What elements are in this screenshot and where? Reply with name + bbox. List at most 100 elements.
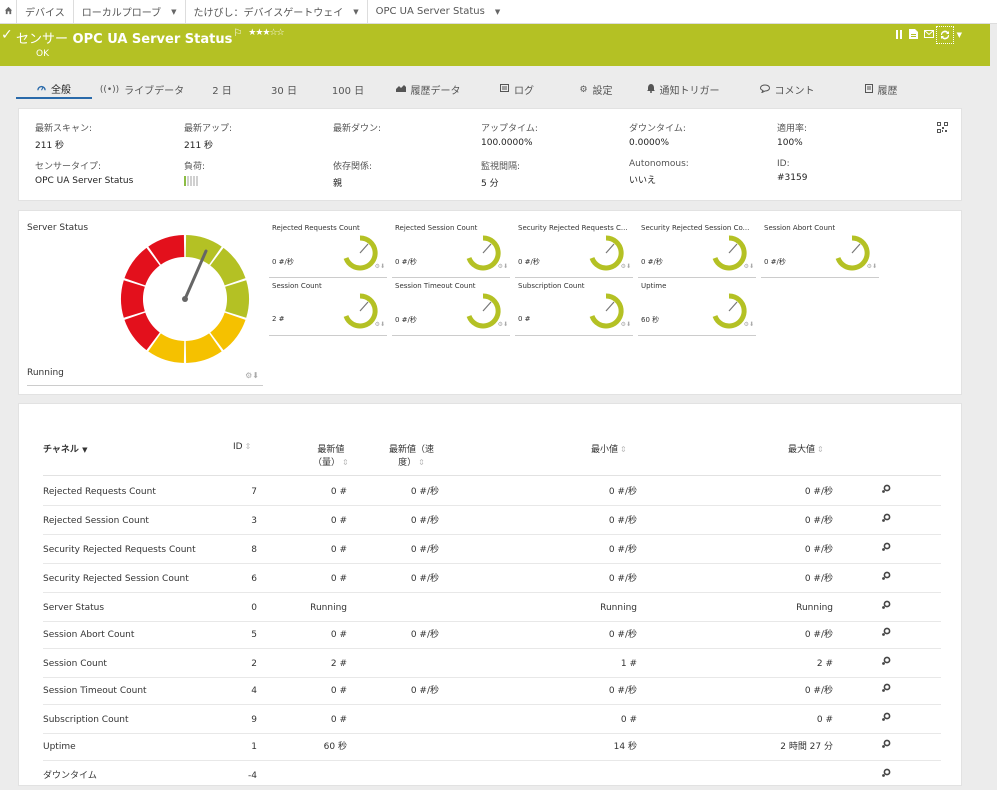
qr-code-icon[interactable] xyxy=(937,122,948,133)
gauge-segment xyxy=(148,333,185,363)
mini-gauge[interactable]: Security Rejected Session Co... 0 #/秒 ⚙⬇ xyxy=(638,221,756,278)
sort-icon: ⇕ xyxy=(817,445,824,454)
cell-channel[interactable]: Security Rejected Requests Count xyxy=(43,545,196,555)
info-value[interactable]: 親 xyxy=(333,179,343,189)
cell-channel[interactable]: Server Status xyxy=(43,603,105,613)
gauge-options-icon[interactable]: ⚙⬇ xyxy=(497,263,508,270)
cell-channel[interactable]: Session Timeout Count xyxy=(43,686,147,696)
col-header-channel[interactable]: チャネル ▼ xyxy=(43,442,87,455)
mini-gauge[interactable]: Session Timeout Count 0 #/秒 ⚙⬇ xyxy=(392,279,510,336)
cell-channel[interactable]: Security Rejected Session Count xyxy=(43,574,189,584)
channel-settings-icon[interactable] xyxy=(881,478,891,506)
cell-channel[interactable]: Subscription Count xyxy=(43,715,129,725)
cell-channel[interactable]: Session Abort Count xyxy=(43,630,135,640)
gauge-options-icon[interactable]: ⚙⬇ xyxy=(497,321,508,328)
channel-settings-icon[interactable] xyxy=(881,762,891,790)
cell-min: 0 #/秒 xyxy=(608,487,637,497)
breadcrumb-probe[interactable]: ローカルプローブ ▼ xyxy=(72,0,185,24)
table-row[interactable]: Security Rejected Session Count 6 0 # 0 #/秒… xyxy=(43,565,941,593)
table-row[interactable]: Server Status 0 Running Running Running xyxy=(43,594,941,622)
tab-history[interactable]: 履歴 xyxy=(842,80,920,99)
tab-notification-triggers[interactable]: 通知トリガー xyxy=(634,80,732,99)
refresh-button[interactable] xyxy=(936,26,954,44)
channel-settings-icon[interactable] xyxy=(881,650,891,678)
info-label: 最新ダウン: xyxy=(333,124,382,134)
info-label: ダウンタイム: xyxy=(629,124,686,134)
tab-100-days[interactable]: 100 日 xyxy=(316,80,380,99)
tab-log[interactable]: ログ xyxy=(476,80,558,99)
mini-gauge[interactable]: Rejected Requests Count 0 #/秒 ⚙⬇ xyxy=(269,221,387,278)
tab-settings[interactable]: ⚙ 設定 xyxy=(558,80,634,99)
table-row[interactable]: ダウンタイム -4 xyxy=(43,762,941,790)
table-row[interactable]: Session Abort Count 5 0 # 0 #/秒 0 #/秒 0 #/秒 xyxy=(43,621,941,649)
tab-2-days[interactable]: 2 日 xyxy=(192,80,252,99)
tab-comments[interactable]: コメント xyxy=(732,80,842,99)
gauge-options-icon[interactable]: ⚙⬇ xyxy=(866,263,877,270)
col-header-min[interactable]: 最小値 ⇕ xyxy=(591,442,627,455)
cell-max: 2 時間 27 分 xyxy=(780,742,833,752)
cell-channel[interactable]: Rejected Session Count xyxy=(43,516,149,526)
table-row[interactable]: Security Rejected Requests Count 8 0 # 0 #/… xyxy=(43,536,941,564)
col-header-last-value-line2: （量） xyxy=(313,458,341,468)
server-status-gauge[interactable] xyxy=(119,233,251,365)
channel-settings-icon[interactable] xyxy=(881,507,891,535)
breadcrumb-sensor[interactable]: OPC UA Server Status ▼ xyxy=(366,0,509,24)
breadcrumb-device[interactable]: たけびし：デバイスゲートウェイ ▼ xyxy=(184,0,367,24)
priority-stars[interactable]: ★★★☆☆ xyxy=(248,28,284,38)
cell-channel[interactable]: Session Count xyxy=(43,659,107,669)
table-row[interactable]: Rejected Session Count 3 0 # 0 #/秒 0 #/秒 0 #/… xyxy=(43,507,941,535)
tab-historic-data[interactable]: 履歴データ xyxy=(380,80,476,99)
channel-settings-icon[interactable] xyxy=(881,733,891,761)
gauge-options-icon[interactable]: ⚙⬇ xyxy=(620,321,631,328)
col-header-last-value[interactable]: 最新値 （量） ⇕ xyxy=(313,442,349,468)
mini-gauge-title: Session Abort Count xyxy=(764,224,836,232)
cell-min: 0 #/秒 xyxy=(608,686,637,696)
channel-settings-icon[interactable] xyxy=(881,621,891,649)
cell-last-value: 0 # xyxy=(330,487,347,497)
channel-settings-icon[interactable] xyxy=(881,565,891,593)
mini-gauge[interactable]: Uptime 60 秒 ⚙⬇ xyxy=(638,279,756,336)
tab-live-data[interactable]: ((•)) ライブデータ xyxy=(92,80,192,99)
caret-down-icon[interactable]: ▼ xyxy=(494,7,501,16)
col-header-id[interactable]: ID ⇕ xyxy=(233,442,251,452)
gauge-options-icon[interactable]: ⚙⬇ xyxy=(374,263,385,270)
cell-channel[interactable]: Rejected Requests Count xyxy=(43,487,156,497)
breadcrumb-devices[interactable]: デバイス xyxy=(16,0,73,24)
home-icon[interactable] xyxy=(0,6,16,18)
table-row[interactable]: Session Count 2 2 # 1 # 2 # xyxy=(43,650,941,678)
pause-icon[interactable] xyxy=(896,29,903,42)
caret-down-icon[interactable]: ▼ xyxy=(171,7,177,16)
sort-icon: ⇕ xyxy=(244,442,252,451)
flag-icon[interactable]: ⚐ xyxy=(233,28,243,39)
cell-last-value: 0 # xyxy=(330,630,347,640)
gauge-options-icon[interactable]: ⚙⬇ xyxy=(620,263,631,270)
gauge-options-icon[interactable]: ⚙⬇ xyxy=(743,263,754,270)
col-header-max[interactable]: 最大値 ⇕ xyxy=(788,442,824,455)
gauge-options-icon[interactable]: ⚙⬇ xyxy=(743,321,754,328)
mini-gauge[interactable]: Security Rejected Requests C... 0 #/秒 ⚙⬇ xyxy=(515,221,633,278)
mini-gauge[interactable]: Session Abort Count 0 #/秒 ⚙⬇ xyxy=(761,221,879,278)
email-icon[interactable] xyxy=(924,30,934,41)
mini-gauge[interactable]: Rejected Session Count 0 #/秒 ⚙⬇ xyxy=(392,221,510,278)
channel-settings-icon[interactable] xyxy=(881,594,891,622)
cell-last-rate xyxy=(373,594,439,622)
table-row[interactable]: Session Timeout Count 4 0 # 0 #/秒 0 #/秒 0 #/秒 xyxy=(43,677,941,705)
tab-30-days[interactable]: 30 日 xyxy=(252,80,316,99)
channel-settings-icon[interactable] xyxy=(881,677,891,705)
refresh-caret-icon[interactable]: ▼ xyxy=(956,31,962,39)
cell-channel[interactable]: ダウンタイム xyxy=(43,771,97,781)
channel-settings-icon[interactable] xyxy=(881,536,891,564)
cell-channel[interactable]: Uptime xyxy=(43,742,76,752)
table-row[interactable]: Subscription Count 9 0 # 0 # 0 # xyxy=(43,706,941,734)
mini-gauge[interactable]: Session Count 2 # ⚙⬇ xyxy=(269,279,387,336)
channel-settings-icon[interactable] xyxy=(881,706,891,734)
gauge-options-icon[interactable]: ⚙⬇ xyxy=(245,371,259,380)
mini-gauge[interactable]: Subscription Count 0 # ⚙⬇ xyxy=(515,279,633,336)
report-icon[interactable] xyxy=(909,29,918,42)
table-row[interactable]: Uptime 1 60 秒 14 秒 2 時間 27 分 xyxy=(43,733,941,761)
col-header-last-rate[interactable]: 最新値（速 度） ⇕ xyxy=(389,442,434,468)
caret-down-icon[interactable]: ▼ xyxy=(353,7,359,16)
table-row[interactable]: Rejected Requests Count 7 0 # 0 #/秒 0 #/秒 0 #… xyxy=(43,478,941,506)
gauge-options-icon[interactable]: ⚙⬇ xyxy=(374,321,385,328)
tab-overview[interactable]: 全般 xyxy=(16,80,92,99)
